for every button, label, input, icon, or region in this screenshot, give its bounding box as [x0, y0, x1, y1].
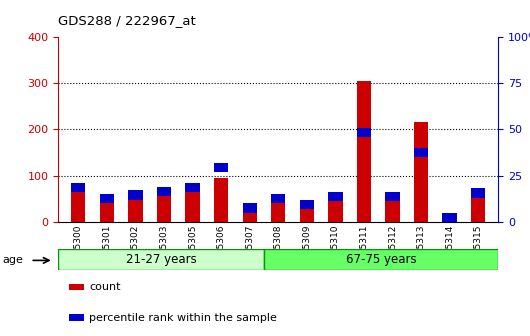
Bar	[186, 183, 200, 192]
Text: percentile rank within the sample: percentile rank within the sample	[89, 312, 277, 323]
Bar	[100, 199, 114, 222]
Bar	[58, 249, 263, 270]
Bar	[128, 190, 143, 200]
Bar	[357, 81, 371, 222]
Bar	[414, 122, 428, 222]
Bar	[71, 187, 85, 222]
Text: age: age	[3, 255, 23, 265]
Text: 21-27 years: 21-27 years	[126, 253, 196, 266]
Bar	[385, 192, 400, 201]
Bar	[157, 190, 171, 222]
Bar	[357, 127, 371, 137]
Bar	[214, 163, 228, 172]
Bar	[328, 192, 342, 201]
Bar	[243, 203, 257, 213]
Text: GDS288 / 222967_at: GDS288 / 222967_at	[58, 14, 196, 27]
Text: count: count	[89, 282, 121, 292]
Text: 67-75 years: 67-75 years	[346, 253, 416, 266]
Bar	[157, 186, 171, 196]
Bar	[100, 194, 114, 203]
Bar	[328, 196, 342, 222]
Bar	[299, 201, 314, 222]
Bar	[214, 178, 228, 222]
Bar	[385, 196, 400, 222]
Bar	[271, 194, 285, 203]
Bar	[443, 218, 457, 222]
Bar	[186, 187, 200, 222]
Bar	[271, 196, 285, 222]
Bar	[71, 183, 85, 192]
Bar	[414, 148, 428, 157]
Bar	[471, 188, 485, 198]
Bar	[263, 249, 498, 270]
Bar	[471, 193, 485, 222]
Bar	[243, 210, 257, 222]
Bar	[443, 213, 457, 222]
Bar	[299, 200, 314, 209]
Bar	[128, 196, 143, 222]
